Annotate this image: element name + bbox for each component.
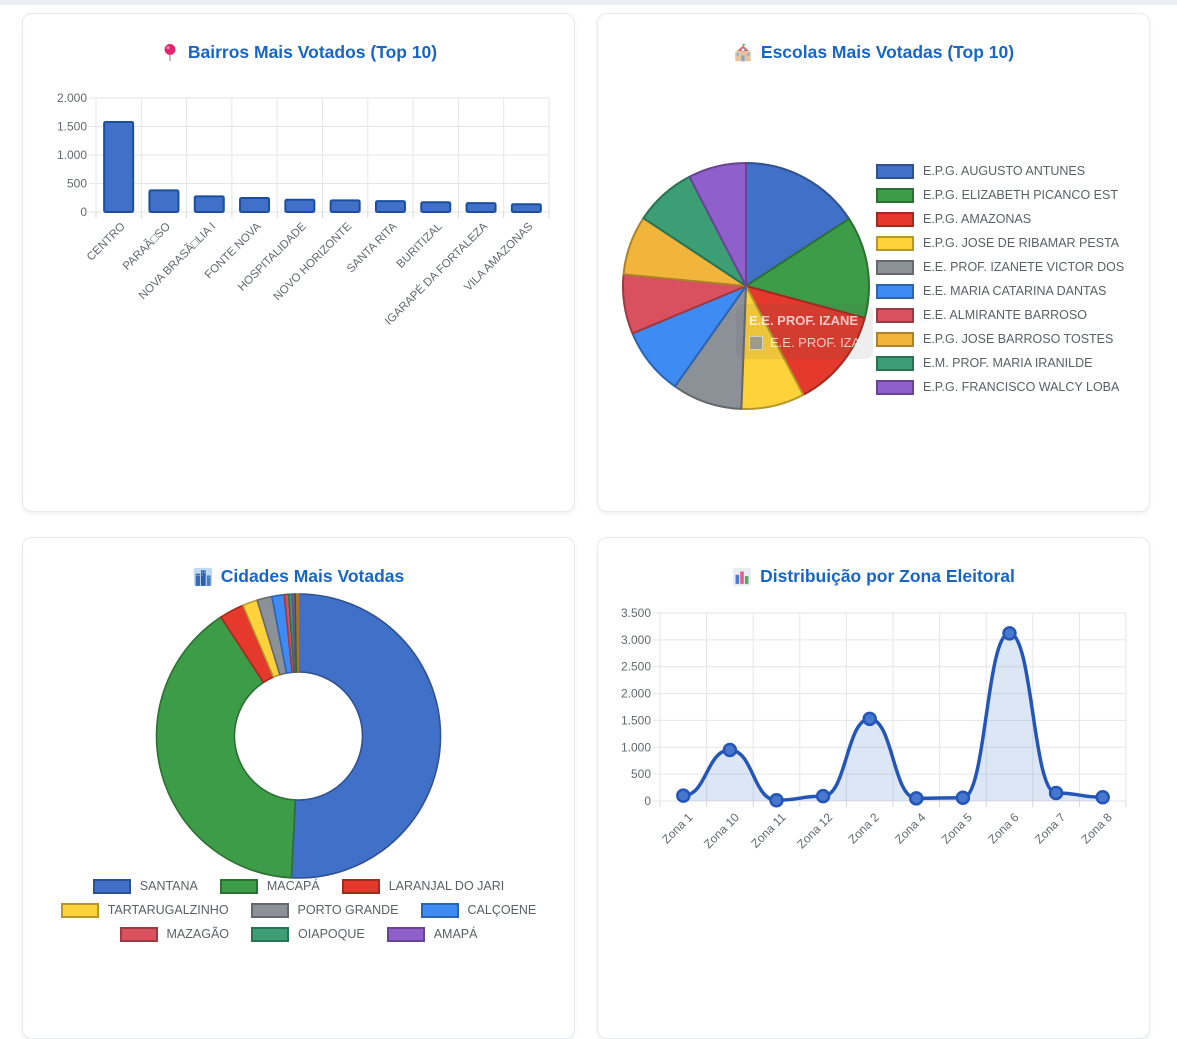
legend-item-escolas-0[interactable]: E.P.G. AUGUSTO ANTUNES [876,159,1146,183]
svg-text:Zona 11: Zona 11 [748,810,789,851]
legend-item-cidades-4[interactable]: PORTO GRANDE [250,902,399,918]
svg-text:Zona 2: Zona 2 [846,810,883,847]
legend-color-box [876,307,914,323]
legend-label: E.P.G. FRANCISCO WALCY LOBA [923,380,1120,394]
escolas-pie-chart[interactable] [598,14,1149,511]
svg-text:Zona 6: Zona 6 [985,810,1022,847]
legend-label: E.P.G. JOSE DE RIBAMAR PESTA [923,236,1120,250]
svg-text:3.000: 3.000 [621,633,651,647]
legend-color-box [876,331,914,347]
legend-item-cidades-0[interactable]: SANTANA [92,878,198,894]
cidades-title-text: Cidades Mais Votadas [220,566,405,586]
legend-label: E.P.G. AUGUSTO ANTUNES [923,164,1086,178]
bairros-title: Bairros Mais Votados (Top 10) [33,42,564,63]
svg-text:Zona 8: Zona 8 [1079,810,1116,847]
svg-text:Zona 7: Zona 7 [1032,810,1069,847]
legend-color-box [92,878,131,894]
legend-label: PORTO GRANDE [297,903,399,917]
legend-item-cidades-1[interactable]: MACAPÁ [219,878,320,894]
bar-chart-icon [732,567,752,587]
legend-item-escolas-5[interactable]: E.E. MARIA CATARINA DANTAS [876,279,1146,303]
legend-item-escolas-8[interactable]: E.M. PROF. MARIA IRANILDE [876,351,1146,375]
school-icon [733,43,753,63]
legend-label: MACAPÁ [266,879,320,893]
legend-color-box [876,235,914,251]
legend-label: E.M. PROF. MARIA IRANILDE [923,356,1093,370]
legend-color-box [876,379,914,395]
zonas-title: Distribuição por Zona Eleitoral [608,566,1139,587]
svg-text:BURITIZAL: BURITIZAL [395,220,445,270]
svg-text:3.500: 3.500 [621,606,651,620]
escolas-title-text: Escolas Mais Votadas (Top 10) [760,42,1015,62]
legend-label: SANTANA [139,879,198,893]
svg-text:Zona 5: Zona 5 [939,810,976,847]
svg-text:Zona 4: Zona 4 [892,810,929,847]
top-divider [0,0,1177,5]
svg-text:Zona 1: Zona 1 [659,810,696,847]
legend-item-escolas-7[interactable]: E.P.G. JOSE BARROSO TOSTES [876,327,1146,351]
legend-item-escolas-4[interactable]: E.E. PROF. IZANETE VICTOR DOS [876,255,1146,279]
round-pushpin-icon [160,43,180,63]
cidades-title: Cidades Mais Votadas [33,566,564,587]
legend-color-box [876,283,914,299]
legend-item-escolas-3[interactable]: E.P.G. JOSE DE RIBAMAR PESTA [876,231,1146,255]
legend-label: CALÇOENE [467,903,537,917]
zonas-title-text: Distribuição por Zona Eleitoral [760,566,1015,586]
cidades-doughnut-chart[interactable] [23,538,574,998]
svg-text:2.500: 2.500 [621,660,651,674]
legend-color-box [876,259,914,275]
legend-item-escolas-9[interactable]: E.P.G. FRANCISCO WALCY LOBA [876,375,1146,399]
legend-label: E.E. ALMIRANTE BARROSO [923,308,1087,322]
legend-color-box [250,902,289,918]
cityscape-icon [193,567,213,587]
legend-color-box [60,902,99,918]
card-cidades: Cidades Mais Votadas SANTANA MACAPÁ LARANJ… [22,537,575,1039]
svg-text:1.000: 1.000 [57,148,87,162]
svg-text:NOVO HORIZONTE: NOVO HORIZONTE [272,220,355,303]
legend-label: E.P.G. JOSE BARROSO TOSTES [923,332,1114,346]
legend-item-cidades-2[interactable]: LARANJAL DO JARI [341,878,505,894]
legend-item-cidades-5[interactable]: CALÇOENE [420,902,537,918]
bairros-title-text: Bairros Mais Votados (Top 10) [187,42,438,62]
legend-color-box [876,163,914,179]
legend-color-box [219,878,258,894]
legend-item-escolas-1[interactable]: E.P.G. ELIZABETH PICANCO EST [876,183,1146,207]
card-bairros: Bairros Mais Votados (Top 10) 2.000 1.500… [22,13,575,512]
legend-color-box [420,902,459,918]
zonas-line-chart[interactable]: 3.500 3.000 2.500 2.000 1.500 1.000 500 0 Zona 1… [598,538,1149,1038]
legend-color-box [876,355,914,371]
svg-text:0: 0 [644,794,651,808]
legend-item-cidades-3[interactable]: TARTARUGALZINHO [60,902,229,918]
svg-text:NOVA BRASÃ□LIA I: NOVA BRASÃ□LIA I [136,220,218,302]
svg-text:1.000: 1.000 [621,740,651,754]
svg-text:2.000: 2.000 [621,687,651,701]
legend-label: E.E. MARIA CATARINA DANTAS [923,284,1107,298]
escolas-title: Escolas Mais Votadas (Top 10) [608,42,1139,63]
svg-text:2.000: 2.000 [57,91,87,105]
legend-color-box [876,211,914,227]
card-zonas: Distribuição por Zona Eleitoral 3.500 3.0… [597,537,1150,1039]
svg-text:Zona 10: Zona 10 [701,810,742,851]
svg-text:CENTRO: CENTRO [85,221,128,264]
legend-label: E.P.G. AMAZONAS [923,212,1032,226]
legend-label: TARTARUGALZINHO [107,903,229,917]
svg-text:500: 500 [631,767,651,781]
legend-item-escolas-6[interactable]: E.E. ALMIRANTE BARROSO [876,303,1146,327]
svg-text:1.500: 1.500 [57,120,87,134]
legend-label: E.P.G. ELIZABETH PICANCO EST [923,188,1118,202]
svg-text:0: 0 [80,205,87,219]
legend-label: LARANJAL DO JARI [388,879,505,893]
svg-text:1.500: 1.500 [621,713,651,727]
escolas-legend: E.P.G. AUGUSTO ANTUNES E.P.G. ELIZABETH P… [876,159,1146,399]
legend-color-box [876,187,914,203]
legend-item-escolas-2[interactable]: E.P.G. AMAZONAS [876,207,1146,231]
svg-text:500: 500 [67,177,87,191]
card-escolas: Escolas Mais Votadas (Top 10) E.P.G. AUG… [597,13,1150,512]
legend-color-box [341,878,380,894]
legend-label: E.E. PROF. IZANETE VICTOR DOS [923,260,1125,274]
svg-text:Zona 12: Zona 12 [794,810,835,851]
